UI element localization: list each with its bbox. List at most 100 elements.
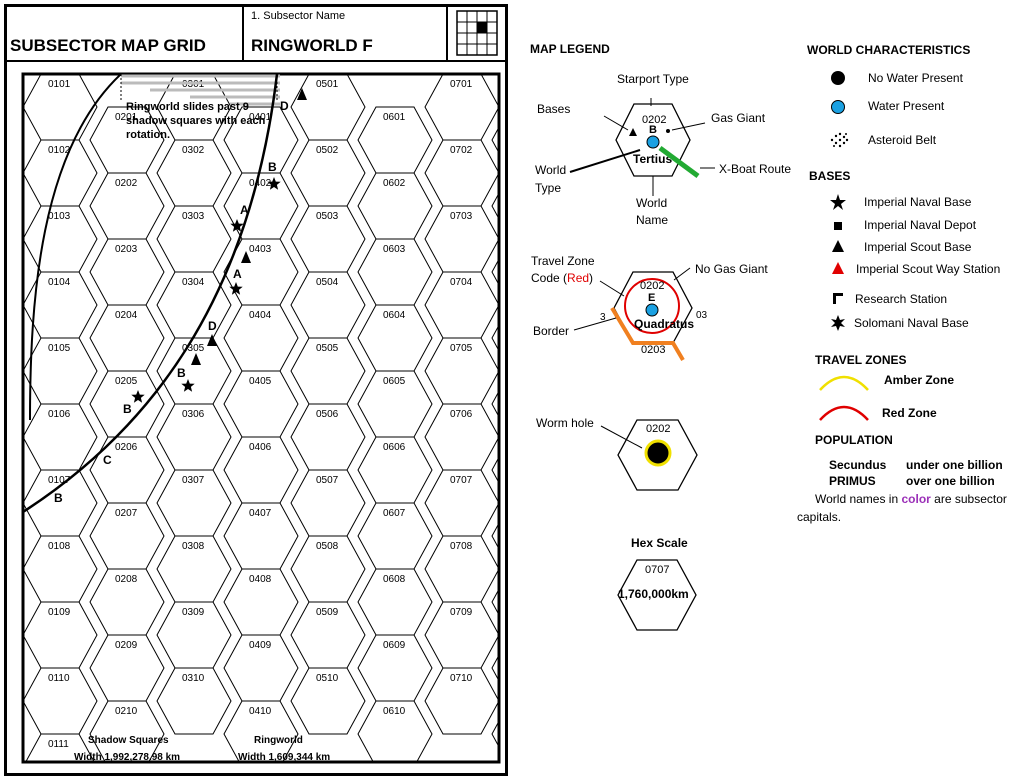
legend-sample-world: Tertius <box>633 152 672 166</box>
legend-pointer <box>600 425 643 449</box>
grid-icon <box>456 10 498 56</box>
hex-number: 0603 <box>383 244 406 255</box>
hex-number: 0210 <box>115 706 138 717</box>
hex-number: 0205 <box>115 376 138 387</box>
amber-zone-icon <box>819 375 869 391</box>
hex-cell <box>424 667 499 735</box>
hex-number: 0510 <box>316 673 339 684</box>
legend-gas-giant: Gas Giant <box>711 111 766 125</box>
scout-base-symbol <box>191 353 201 365</box>
header-divider <box>242 4 244 62</box>
legend-bases: Bases <box>537 102 571 116</box>
legend-pointer <box>599 280 625 297</box>
legend-border: Border <box>533 324 570 338</box>
population-note: World names in color are subsector <box>815 492 1007 506</box>
scout-base-symbol <box>207 334 217 346</box>
hex-number: 0606 <box>383 442 406 453</box>
hex-number: 0406 <box>249 442 272 453</box>
hex-number: 0305 <box>182 343 205 354</box>
hex-cell <box>89 700 165 762</box>
starport-code: D <box>208 319 217 333</box>
hex-number: 0105 <box>48 343 71 354</box>
naval-base-symbol <box>131 390 145 403</box>
asteroid-belt-icon <box>830 132 849 148</box>
hex-number: 0409 <box>249 640 272 651</box>
hex-number: 0110 <box>48 673 70 684</box>
hex-number: 0104 <box>48 277 71 288</box>
legend-xboat: X-Boat Route <box>719 162 792 176</box>
ringworld-width: Width 1,609,344 km <box>238 752 331 763</box>
population-primus-desc: over one billion <box>906 474 995 488</box>
legend-scale-value: 1,760,000km <box>618 587 689 601</box>
ringworld-arc-inner <box>29 74 122 421</box>
legend-sample2-side-left: 3 <box>600 312 606 323</box>
legend-gas-giant-icon <box>666 129 670 133</box>
capital-color-word: color <box>901 492 931 506</box>
hex-cell <box>491 126 499 154</box>
hex-number: 0508 <box>316 541 339 552</box>
hex-cell <box>491 588 499 616</box>
hex-number: 0704 <box>450 277 473 288</box>
hex-number: 0502 <box>316 145 339 156</box>
hex-number: 0610 <box>383 706 406 717</box>
legend-pointer <box>603 115 629 131</box>
hex-number: 0302 <box>182 145 205 156</box>
research-station-icon <box>833 293 843 304</box>
hex-number: 0402 <box>249 178 272 189</box>
legend-tz-red: Red <box>567 271 590 285</box>
hex-number: 0605 <box>383 376 406 387</box>
no-water-label: No Water Present <box>868 71 963 85</box>
asteroid-label: Asteroid Belt <box>868 133 937 147</box>
hex-number: 0304 <box>182 277 205 288</box>
legend-pointer <box>671 122 706 131</box>
hex-cell <box>491 258 499 286</box>
red-zone-icon <box>819 405 869 421</box>
hex-number: 0102 <box>48 145 71 156</box>
legend-wormhole-icon <box>644 439 672 467</box>
hex-number: 0309 <box>182 607 205 618</box>
legend-scale-hex-number: 0707 <box>645 564 669 576</box>
hex-number: 0107 <box>48 475 71 486</box>
hex-number: 0501 <box>316 79 339 90</box>
starport-code: B <box>268 160 277 174</box>
hex-cell <box>491 390 499 418</box>
starport-code: A <box>240 203 249 217</box>
base-item-4: Research Station <box>855 292 948 306</box>
starport-code: B <box>123 402 132 416</box>
ringworld-arc-outer <box>23 74 279 514</box>
base-item-3: Imperial Scout Way Station <box>856 262 1001 276</box>
hex-number: 0607 <box>383 508 406 519</box>
subsector-name: RINGWORLD F <box>251 36 373 55</box>
legend-sample-hex-number: 0202 <box>642 114 666 126</box>
hex-number: 0602 <box>383 178 406 189</box>
hex-number: 0310 <box>182 673 205 684</box>
hex-number: 0201 <box>115 112 138 123</box>
naval-depot-icon <box>834 222 842 230</box>
legend-pointer <box>673 267 691 281</box>
scout-base-icon <box>832 240 844 252</box>
population-secundus-desc: under one billion <box>906 458 1003 472</box>
starport-code: B <box>177 366 186 380</box>
legend-world-type-1: World <box>535 163 567 177</box>
hex-number: 0108 <box>48 541 71 552</box>
legend-starport-type: Starport Type <box>617 72 689 86</box>
hex-cell <box>25 733 95 762</box>
hex-number: 0503 <box>316 211 339 222</box>
hex-number: 0604 <box>383 310 406 321</box>
ringworld-title: Ringworld <box>254 735 303 746</box>
ringworld-note: Ringworld slides past 9 shadow squares w… <box>126 101 266 141</box>
hex-cell <box>223 700 299 762</box>
hex-cell <box>290 667 366 735</box>
hex-cell <box>491 522 499 550</box>
hex-number: 0703 <box>450 211 473 222</box>
legend-world-name-1: World <box>636 196 668 210</box>
population-note-2: capitals. <box>797 510 842 524</box>
header-divider-2 <box>446 4 448 62</box>
hex-number: 0401 <box>249 112 272 123</box>
map-title: SUBSECTOR MAP GRID <box>10 36 206 55</box>
hex-number: 0308 <box>182 541 205 552</box>
hex-number: 0505 <box>316 343 339 354</box>
map-legend-title: MAP LEGEND <box>530 42 610 56</box>
hex-number: 0303 <box>182 211 205 222</box>
hex-number: 0408 <box>249 574 272 585</box>
